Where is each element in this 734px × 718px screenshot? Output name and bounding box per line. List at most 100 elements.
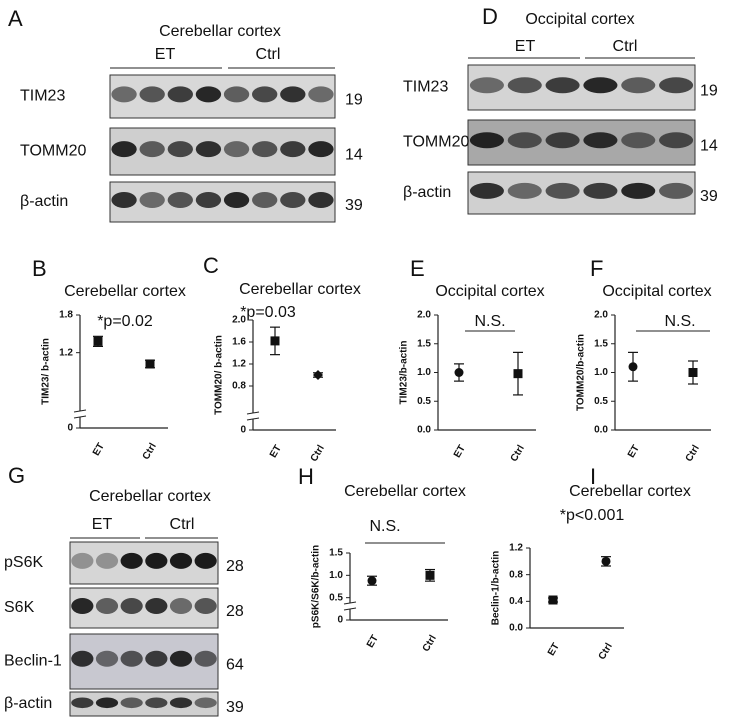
axis-break-gap <box>345 603 355 609</box>
blot-band <box>111 192 137 208</box>
blot-band <box>120 552 143 569</box>
data-point <box>367 576 377 586</box>
row-label: TOMM20 <box>20 143 86 160</box>
blot-band <box>469 132 504 149</box>
blot-band <box>71 697 94 709</box>
blot-band <box>507 182 542 199</box>
blot-band <box>145 650 168 667</box>
chart-title: Occipital cortex <box>435 283 544 300</box>
y-tick-label: 1.2 <box>509 543 523 554</box>
blot-band <box>252 141 278 158</box>
y-tick-label: 1.0 <box>417 367 431 378</box>
data-point <box>145 359 155 369</box>
x-tick-label: ET <box>626 443 642 460</box>
size-label: 39 <box>700 188 718 205</box>
blot-band <box>145 552 168 569</box>
blot-band <box>280 86 306 103</box>
blot-band <box>71 552 94 569</box>
blot-band <box>195 192 222 208</box>
axis-break <box>343 607 357 611</box>
blot-band <box>169 552 193 569</box>
blot-band <box>252 192 278 208</box>
blot-title: Cerebellar cortex <box>159 23 281 40</box>
y-tick-label: 1.8 <box>59 310 73 321</box>
blot-image <box>69 541 219 585</box>
blot-band <box>167 141 193 158</box>
blot-band <box>120 598 143 614</box>
data-point <box>454 368 464 377</box>
blot-band <box>280 141 306 158</box>
size-label: 39 <box>226 699 244 716</box>
data-point <box>270 336 280 346</box>
blot-band <box>583 182 618 199</box>
row-label: TIM23 <box>403 79 448 96</box>
blot-band <box>195 86 222 103</box>
annotation: N.S. <box>369 518 400 535</box>
y-axis-label: TIM23/b-actin <box>399 341 410 405</box>
y-tick-label: 2.0 <box>594 310 608 321</box>
y-tick-label: 1.0 <box>329 570 343 581</box>
blot-band <box>621 77 656 94</box>
x-tick-label: Ctrl <box>309 443 327 464</box>
axis-break <box>343 601 357 605</box>
blot-band <box>659 77 694 94</box>
row-label: β-actin <box>403 184 451 201</box>
blot-band <box>545 182 580 199</box>
panel-label: F <box>590 256 603 281</box>
y-tick-label: 0.5 <box>329 592 343 603</box>
blot-band <box>469 77 504 94</box>
blot-image <box>467 171 696 215</box>
y-tick-label: 0.8 <box>232 381 246 392</box>
y-tick-label: 1.2 <box>232 359 246 370</box>
blot-band <box>139 192 165 208</box>
group-label: Ctrl <box>613 38 638 55</box>
blot-band <box>507 77 542 94</box>
blot-band <box>111 86 137 103</box>
x-tick-label: Ctrl <box>684 443 702 464</box>
annotation: N.S. <box>474 313 505 330</box>
y-tick-label: 0.0 <box>594 425 608 436</box>
size-label: 28 <box>226 558 244 575</box>
panel-label: H <box>298 464 314 489</box>
row-label: TIM23 <box>20 88 65 105</box>
blot-band <box>145 697 168 709</box>
data-point <box>513 369 523 379</box>
chart-title: Cerebellar cortex <box>569 483 691 500</box>
row-label: β-actin <box>20 193 68 210</box>
size-label: 39 <box>345 197 363 214</box>
y-axis-label: pS6K/S6K/b-actin <box>311 545 322 628</box>
blot-band <box>583 77 618 94</box>
x-tick-label: Ctrl <box>421 633 439 654</box>
blot-band <box>194 650 217 667</box>
blot-band <box>469 182 504 199</box>
y-tick-label: 0 <box>240 425 246 436</box>
x-tick-label: Ctrl <box>597 641 615 662</box>
y-tick-label: 0.0 <box>509 623 523 634</box>
blot-title: Cerebellar cortex <box>89 488 211 505</box>
y-axis-label: TIM23/ b-actin <box>41 338 52 405</box>
blot-title: Occipital cortex <box>525 11 634 28</box>
blot-band <box>545 132 580 149</box>
blot-band <box>71 598 94 614</box>
panel-label: C <box>203 253 219 278</box>
blot-band <box>120 697 143 709</box>
x-tick-label: ET <box>365 633 381 650</box>
blot-band <box>659 132 694 149</box>
size-label: 19 <box>345 92 363 109</box>
y-tick-label: 0.5 <box>594 396 608 407</box>
annotation: *p=0.03 <box>240 304 296 321</box>
y-tick-label: 0.0 <box>417 425 431 436</box>
y-axis-label: TOMM20/ b-actin <box>214 335 225 415</box>
blot-band <box>583 132 618 149</box>
y-axis-label: Beclin-1/b-actin <box>491 551 502 625</box>
blot-band <box>169 650 193 667</box>
y-tick-label: 0.8 <box>509 569 523 580</box>
blot-band <box>71 650 94 667</box>
row-label: S6K <box>4 599 35 616</box>
blot-band <box>659 182 694 199</box>
blot-band <box>194 697 217 709</box>
panel-label: A <box>8 6 23 31</box>
row-label: β-actin <box>4 695 52 712</box>
x-tick-label: Ctrl <box>141 441 159 462</box>
